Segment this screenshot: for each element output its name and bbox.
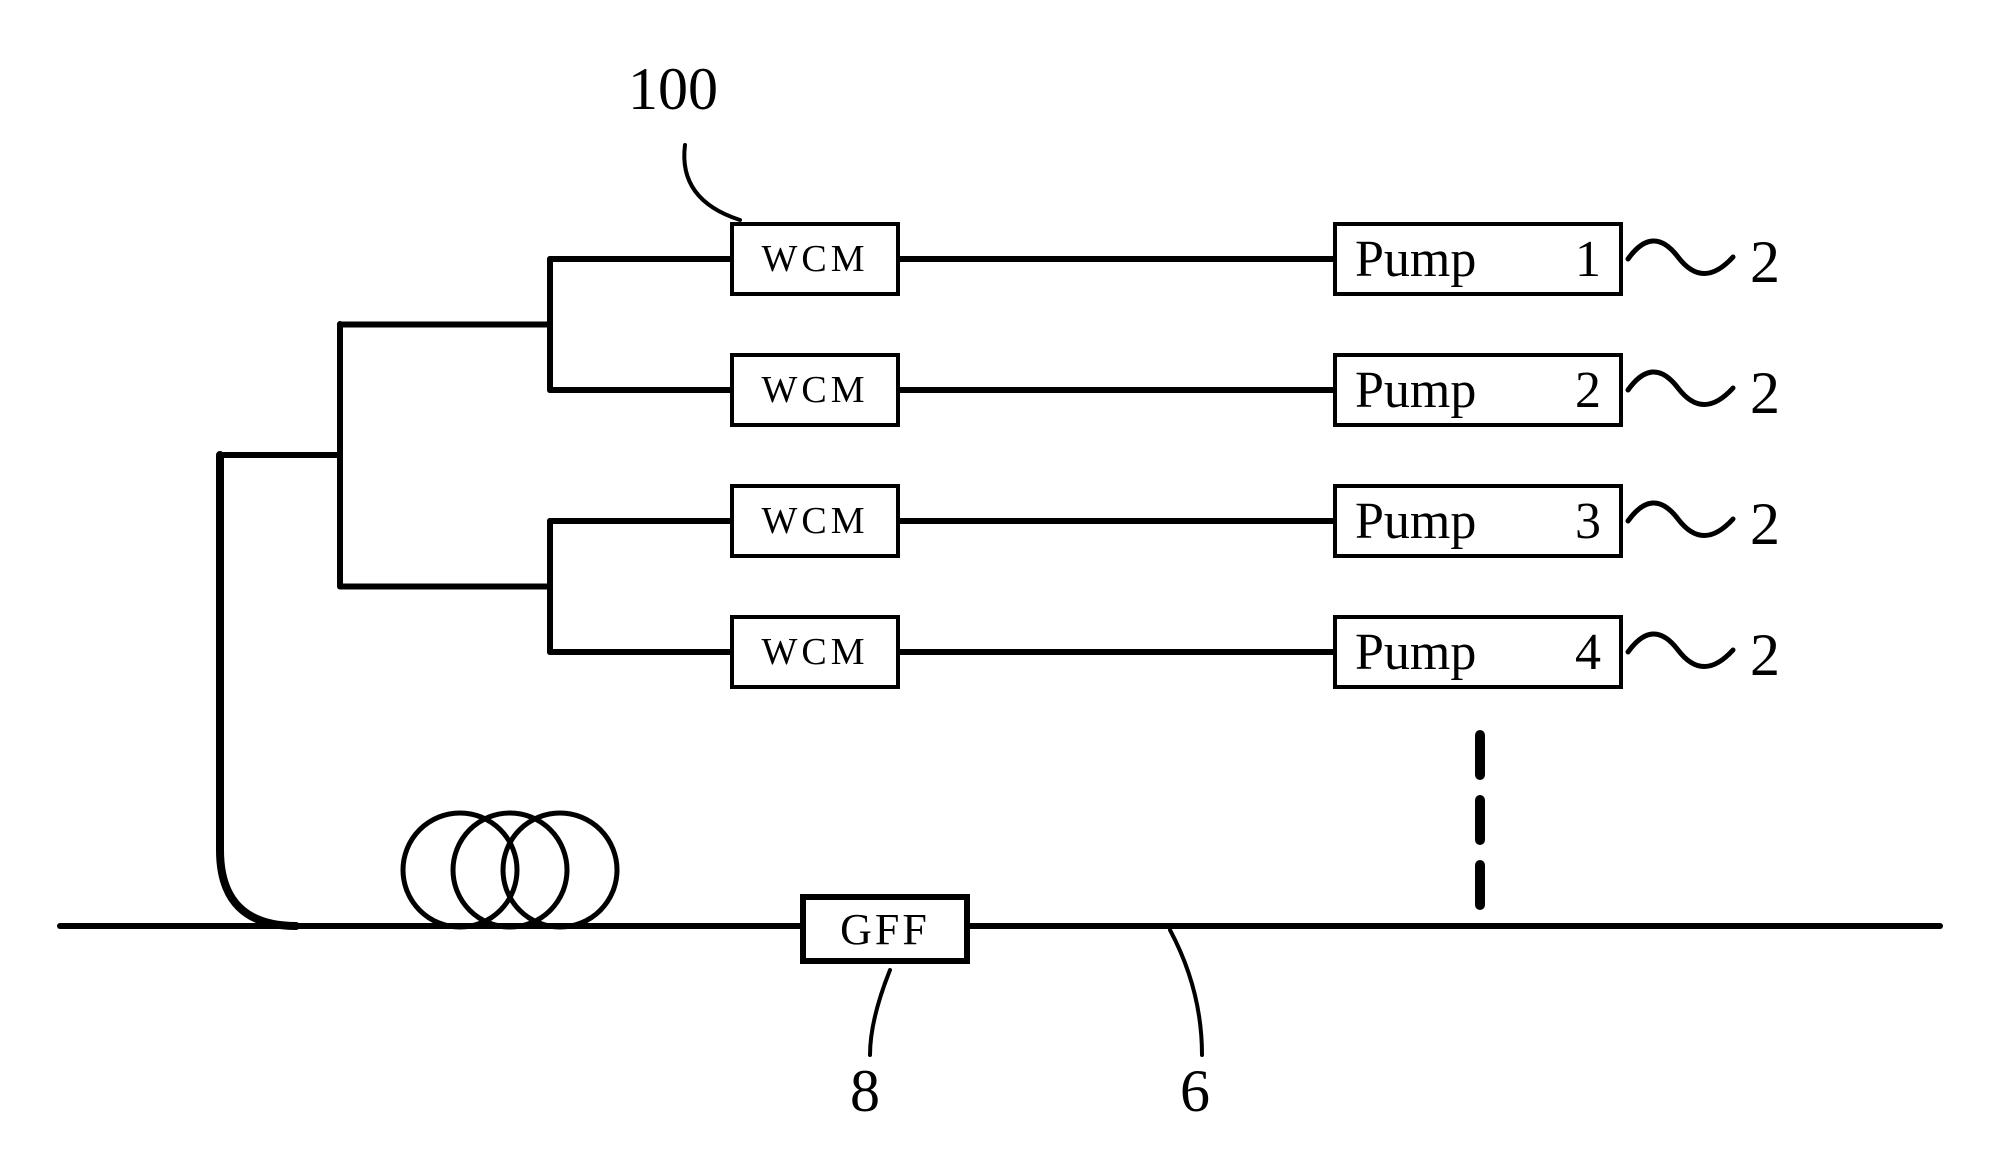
- pump-number: 4: [1575, 623, 1601, 682]
- gff-box: GFF: [800, 894, 970, 964]
- wcm-label: WCM: [762, 499, 869, 543]
- pump-box-4: Pump 4: [1333, 615, 1623, 689]
- pump-prefix: Pump: [1355, 230, 1476, 289]
- wcm-label: WCM: [762, 630, 869, 674]
- pump-box-2: Pump 2: [1333, 353, 1623, 427]
- pump-number: 1: [1575, 230, 1601, 289]
- diagram-svg: [0, 0, 1998, 1152]
- pump-box-3: Pump 3: [1333, 484, 1623, 558]
- ref-2-2: 2: [1750, 359, 1780, 428]
- ref-2-1: 2: [1750, 228, 1780, 297]
- pump-box-1: Pump 1: [1333, 222, 1623, 296]
- wcm-box-1: WCM: [730, 222, 900, 296]
- pump-prefix: Pump: [1355, 361, 1476, 420]
- gff-label: GFF: [840, 904, 930, 955]
- callout-100: 100: [628, 55, 718, 124]
- wcm-label: WCM: [762, 237, 869, 281]
- wcm-box-2: WCM: [730, 353, 900, 427]
- pump-number: 2: [1575, 361, 1601, 420]
- pump-number: 3: [1575, 492, 1601, 551]
- callout-6: 6: [1180, 1057, 1210, 1126]
- callout-8: 8: [850, 1057, 880, 1126]
- wcm-label: WCM: [762, 368, 869, 412]
- ref-2-3: 2: [1750, 490, 1780, 559]
- pump-prefix: Pump: [1355, 492, 1476, 551]
- wcm-box-3: WCM: [730, 484, 900, 558]
- pump-prefix: Pump: [1355, 623, 1476, 682]
- ref-2-4: 2: [1750, 621, 1780, 690]
- wcm-box-4: WCM: [730, 615, 900, 689]
